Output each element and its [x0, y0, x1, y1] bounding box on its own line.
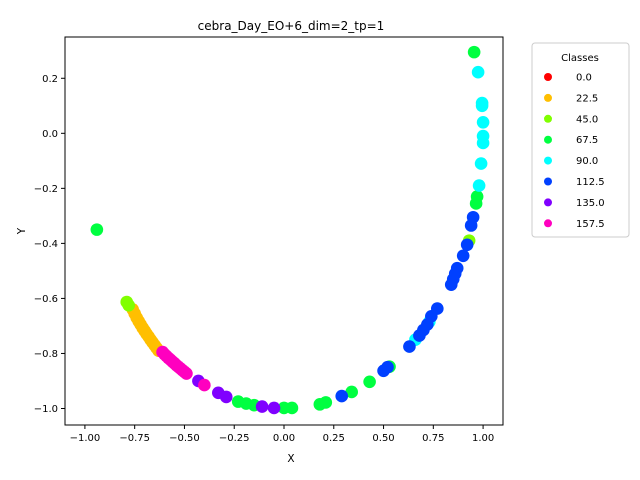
y-axis-label: Y: [16, 227, 28, 235]
data-point: [255, 400, 269, 413]
x-tick-label: −1.00: [70, 433, 101, 444]
data-point: [474, 157, 488, 170]
y-tick-label: −0.6: [34, 294, 58, 305]
legend-label: 22.5: [576, 93, 598, 104]
legend-label: 0.0: [576, 73, 592, 84]
legend-label: 67.5: [576, 135, 598, 146]
legend-marker: [544, 93, 552, 102]
data-point: [450, 261, 464, 275]
legend-box: [531, 42, 630, 238]
data-point: [335, 389, 349, 403]
y-tick-label: −0.4: [34, 239, 58, 250]
x-axis-ticks: −1.00 −0.75 −0.50 −0.25 0.00 0.25 0.50 0.75 1.00: [70, 425, 494, 444]
legend-label: 157.5: [576, 219, 605, 230]
data-point: [467, 45, 481, 59]
data-point: [471, 65, 485, 79]
x-tick-label: −0.25: [219, 433, 250, 444]
data-point: [469, 197, 483, 210]
x-axis-label: X: [287, 453, 294, 465]
legend-marker: [544, 114, 552, 123]
data-point: [219, 390, 233, 404]
y-tick-label: 0.2: [42, 74, 58, 85]
x-tick-label: 0.75: [422, 433, 444, 444]
legend-label: 45.0: [576, 114, 598, 125]
legend-label: 90.0: [576, 156, 598, 167]
data-point: [456, 249, 470, 263]
legend-marker: [544, 135, 552, 144]
legend-marker: [544, 177, 552, 186]
data-point: [122, 298, 136, 312]
x-tick-label: −0.75: [119, 433, 150, 444]
legend-label: 135.0: [576, 198, 605, 209]
data-point: [198, 378, 211, 392]
data-point: [345, 385, 358, 399]
data-point: [460, 238, 474, 252]
data-point: [466, 210, 480, 224]
legend-marker: [544, 198, 552, 207]
data-point: [285, 401, 299, 415]
x-tick-label: 0.50: [372, 433, 394, 444]
legend-label: 112.5: [576, 177, 605, 188]
data-point: [476, 136, 490, 150]
legend-title: Classes: [561, 53, 599, 64]
data-point: [319, 396, 333, 409]
legend-marker: [544, 219, 552, 228]
y-tick-label: −1.0: [34, 404, 58, 415]
legend-marker: [544, 73, 552, 81]
y-tick-label: 0.0: [42, 129, 58, 140]
chart-title: cebra_Day_EO+6_dim=2_tp=1: [198, 19, 385, 33]
data-point: [431, 302, 444, 315]
legend-marker: [544, 156, 552, 165]
x-tick-label: −0.50: [169, 433, 200, 444]
data-point: [403, 340, 416, 353]
legend-entries: 0.0 22.5 45.0 67.5 90.0 112.5 135.0 157.5: [544, 73, 605, 230]
data-point: [180, 367, 193, 380]
y-tick-label: −0.8: [34, 349, 58, 360]
points-layer: [90, 45, 490, 415]
x-tick-label: 0.25: [323, 433, 345, 444]
x-tick-label: 1.00: [472, 433, 494, 444]
x-tick-label: 0.00: [273, 433, 295, 444]
legend: Classes 0.0 22.5 45.0 67.5 90.0 112.5 135.0 157…: [531, 42, 630, 238]
plot-frame: [64, 36, 504, 426]
data-point: [381, 360, 394, 374]
data-point: [90, 223, 104, 236]
data-point: [267, 401, 281, 415]
data-point: [472, 179, 486, 192]
data-point: [476, 116, 490, 129]
y-axis-ticks: −1.0 −0.8 −0.6 −0.4 −0.2 0.0 0.2: [34, 74, 65, 415]
data-point: [363, 375, 376, 389]
data-point: [475, 99, 489, 113]
y-tick-label: −0.2: [34, 184, 58, 195]
